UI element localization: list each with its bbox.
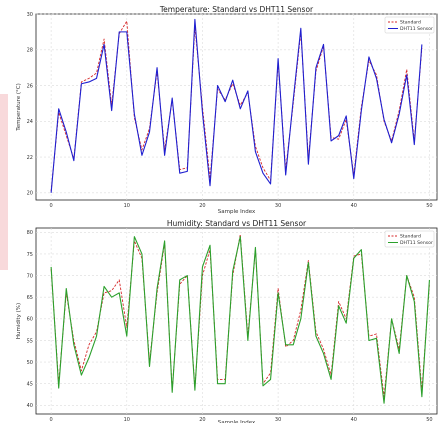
chart-title: Humidity: Standard vs DHT11 Sensor bbox=[167, 219, 307, 228]
y-tick-label: 40 bbox=[27, 403, 33, 409]
x-tick-label: 20 bbox=[199, 417, 205, 423]
x-tick-label: 30 bbox=[275, 203, 281, 209]
y-tick-label: 60 bbox=[27, 317, 33, 323]
x-tick-label: 0 bbox=[50, 203, 53, 209]
y-axis-label: Humidity (%) bbox=[16, 303, 22, 339]
y-axis-label: Temperature (°C) bbox=[16, 83, 22, 131]
x-tick-label: 50 bbox=[426, 203, 432, 209]
y-tick-label: 50 bbox=[27, 360, 33, 366]
x-tick-label: 50 bbox=[426, 417, 432, 423]
x-axis-label: Sample Index bbox=[218, 209, 256, 215]
legend-label: Standard bbox=[400, 234, 421, 240]
temperature-chart: 0 10 20 30 40 50 20 22 24 26 28 30 Temperature: Stan… bbox=[16, 5, 438, 215]
series-line-dht11 bbox=[50, 18, 423, 193]
x-tick-label: 10 bbox=[124, 417, 130, 423]
y-tick-label: 65 bbox=[27, 295, 33, 301]
humidity-chart: 0 10 20 30 40 50 40 45 50 55 60 65 70 75 80 Humidity: S… bbox=[16, 219, 438, 423]
y-tick-label: 28 bbox=[27, 48, 33, 54]
y-tick-label: 55 bbox=[27, 338, 33, 344]
x-tick-label: 0 bbox=[50, 417, 53, 423]
y-tick-label: 26 bbox=[27, 83, 33, 89]
y-tick-label: 80 bbox=[27, 230, 33, 236]
y-tick-label: 22 bbox=[27, 155, 33, 161]
x-tick-label: 40 bbox=[351, 203, 357, 209]
y-tick-label: 20 bbox=[27, 191, 33, 197]
plot-area bbox=[35, 227, 438, 415]
chart-title: Temperature: Standard vs DHT11 Sensor bbox=[159, 5, 314, 14]
legend-label: DHT11 Sensor bbox=[400, 240, 433, 246]
y-tick-label: 45 bbox=[27, 382, 33, 388]
series-line-dht11 bbox=[50, 236, 430, 404]
x-tick-label: 40 bbox=[351, 417, 357, 423]
x-tick-label: 30 bbox=[275, 417, 281, 423]
x-tick-label: 20 bbox=[199, 203, 205, 209]
x-axis-label: Sample Index bbox=[218, 420, 256, 423]
y-tick-label: 24 bbox=[27, 119, 33, 125]
y-tick-label: 70 bbox=[27, 273, 33, 279]
legend-label: DHT11 Sensor bbox=[400, 26, 433, 32]
y-tick-label: 75 bbox=[27, 252, 33, 258]
x-tick-label: 10 bbox=[124, 203, 130, 209]
plot-area bbox=[35, 13, 438, 201]
legend-label: Standard bbox=[400, 20, 421, 26]
side-strip bbox=[0, 94, 8, 270]
y-tick-label: 30 bbox=[27, 12, 33, 18]
